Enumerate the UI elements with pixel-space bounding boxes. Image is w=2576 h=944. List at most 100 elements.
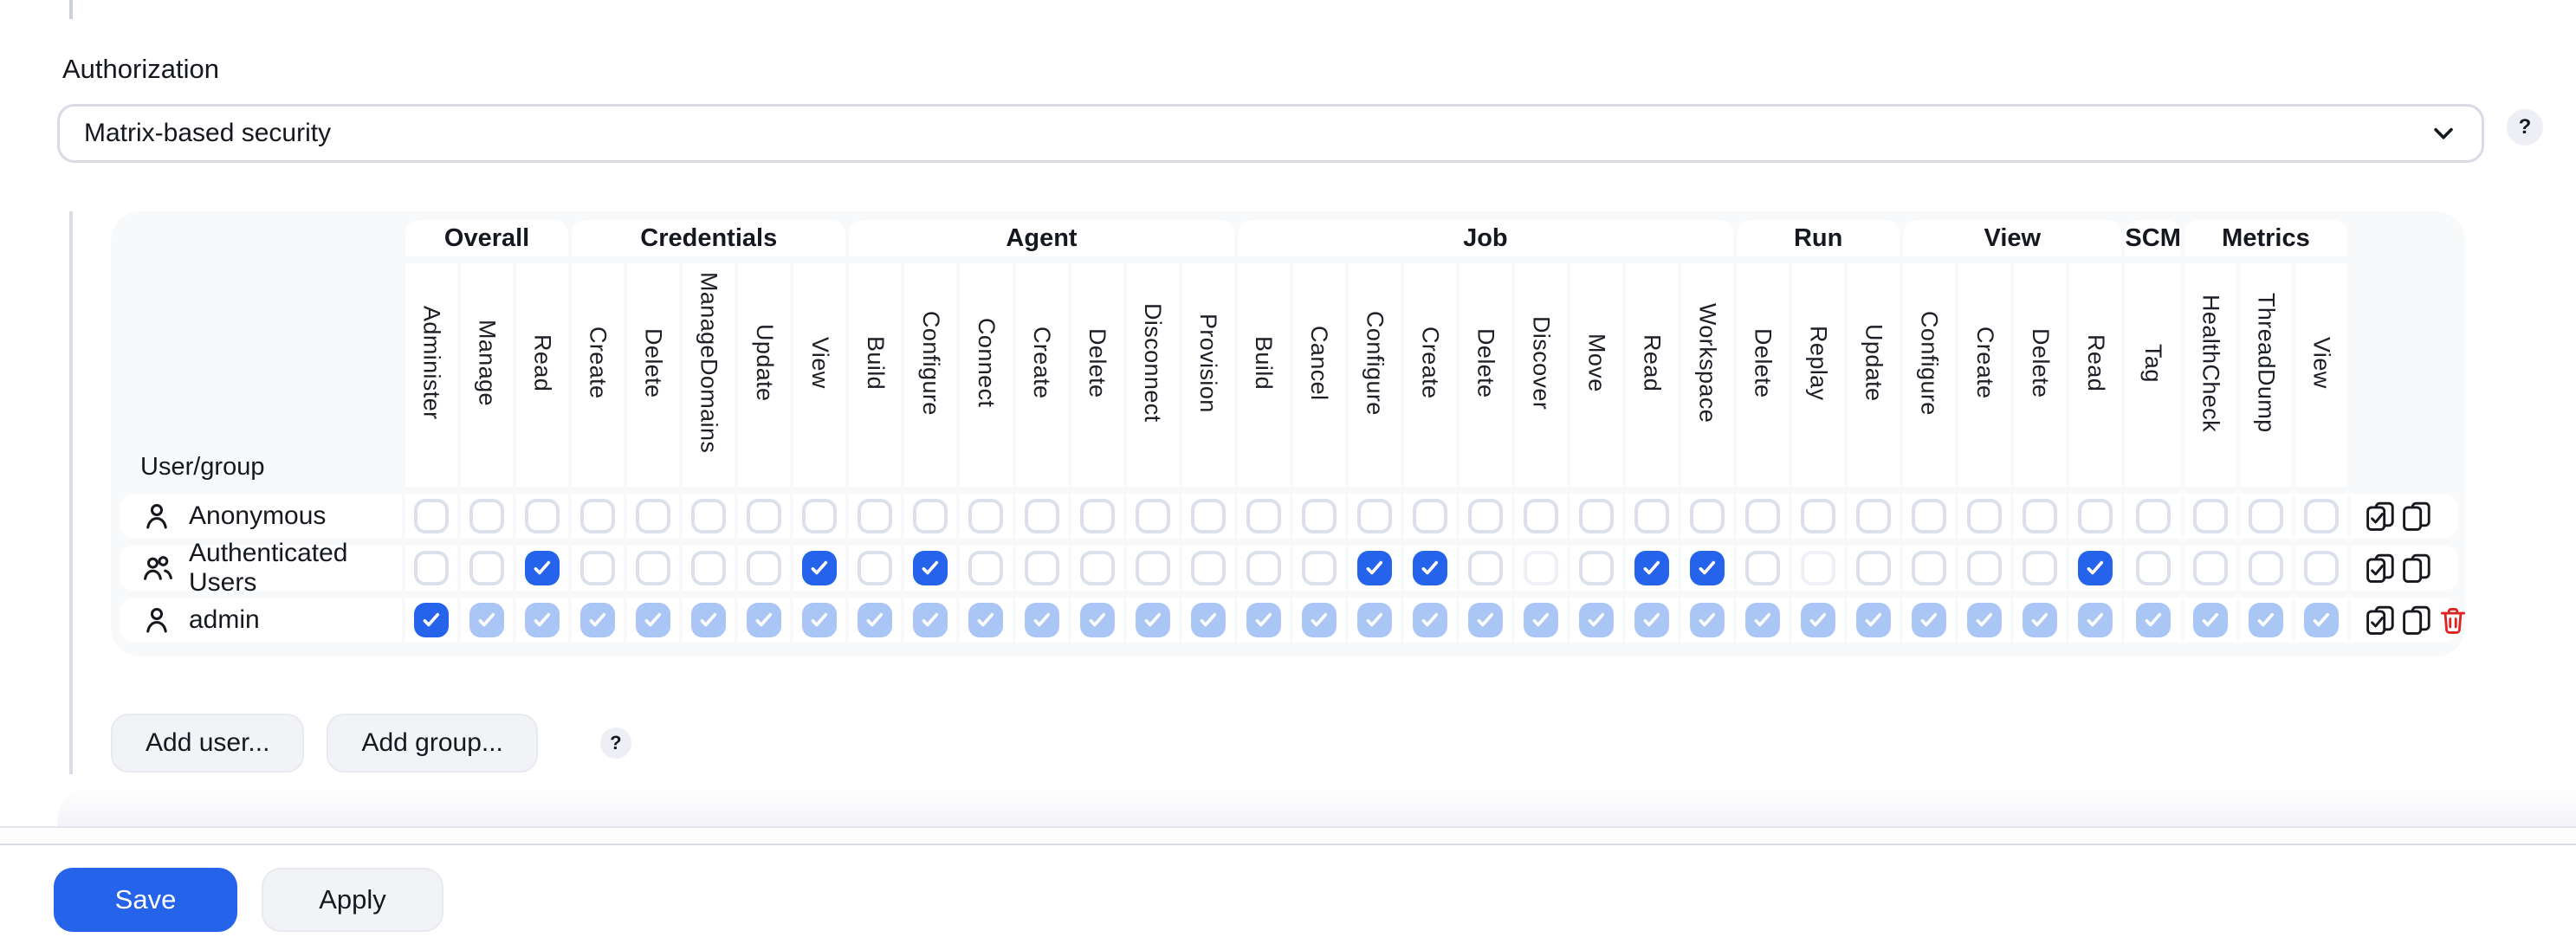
permission-checkbox-cell[interactable] bbox=[2069, 598, 2122, 643]
permission-checkbox-cell[interactable] bbox=[2069, 494, 2122, 539]
permission-checkbox[interactable] bbox=[1967, 551, 2003, 585]
permission-checkbox-cell[interactable] bbox=[461, 494, 514, 539]
permission-checkbox-cell[interactable] bbox=[1348, 494, 1401, 539]
permission-checkbox[interactable] bbox=[1079, 603, 1115, 637]
permission-checkbox[interactable] bbox=[1024, 603, 1059, 637]
permission-checkbox[interactable] bbox=[1912, 499, 1947, 533]
permission-checkbox-cell[interactable] bbox=[1848, 494, 1900, 539]
permission-checkbox-cell[interactable] bbox=[516, 598, 569, 643]
permission-checkbox-cell[interactable] bbox=[2125, 546, 2181, 591]
permission-checkbox[interactable] bbox=[913, 551, 948, 585]
permission-checkbox-cell[interactable] bbox=[627, 494, 680, 539]
permission-checkbox[interactable] bbox=[1578, 603, 1614, 637]
permission-checkbox[interactable] bbox=[1801, 603, 1836, 637]
permission-checkbox-cell[interactable] bbox=[1237, 598, 1290, 643]
permission-checkbox[interactable] bbox=[1135, 499, 1170, 533]
permission-checkbox[interactable] bbox=[2192, 603, 2228, 637]
permission-checkbox[interactable] bbox=[1412, 603, 1447, 637]
permission-checkbox-cell[interactable] bbox=[2125, 494, 2181, 539]
matrix-help-button[interactable]: ? bbox=[599, 727, 631, 759]
permission-checkbox[interactable] bbox=[525, 551, 560, 585]
permission-checkbox[interactable] bbox=[1301, 603, 1337, 637]
apply-button[interactable]: Apply bbox=[262, 868, 443, 932]
permission-checkbox-cell[interactable] bbox=[572, 546, 625, 591]
permission-checkbox-cell[interactable] bbox=[572, 494, 625, 539]
permission-checkbox[interactable] bbox=[1356, 499, 1392, 533]
permission-checkbox[interactable] bbox=[1967, 603, 2003, 637]
permission-checkbox[interactable] bbox=[1190, 551, 1226, 585]
permission-checkbox[interactable] bbox=[1523, 603, 1558, 637]
permission-checkbox-cell[interactable] bbox=[1126, 598, 1179, 643]
permission-checkbox-cell[interactable] bbox=[1126, 546, 1179, 591]
permission-checkbox-cell[interactable] bbox=[1737, 546, 1790, 591]
permission-checkbox-cell[interactable] bbox=[1181, 546, 1234, 591]
permission-checkbox-cell[interactable] bbox=[1903, 494, 1956, 539]
permission-checkbox-cell[interactable] bbox=[793, 494, 846, 539]
permission-checkbox-cell[interactable] bbox=[960, 494, 1013, 539]
permission-checkbox-cell[interactable] bbox=[683, 494, 735, 539]
permission-checkbox[interactable] bbox=[525, 603, 560, 637]
permission-checkbox-cell[interactable] bbox=[2184, 494, 2236, 539]
permission-checkbox-cell[interactable] bbox=[738, 598, 791, 643]
permission-checkbox[interactable] bbox=[2192, 551, 2228, 585]
permission-checkbox-cell[interactable] bbox=[683, 598, 735, 643]
permission-checkbox[interactable] bbox=[1523, 551, 1558, 585]
permission-checkbox-cell[interactable] bbox=[738, 494, 791, 539]
permission-checkbox-cell[interactable] bbox=[1292, 598, 1345, 643]
permission-checkbox-cell[interactable] bbox=[627, 546, 680, 591]
permission-checkbox-cell[interactable] bbox=[2294, 598, 2347, 643]
permission-checkbox[interactable] bbox=[1912, 551, 1947, 585]
copy-row-button[interactable] bbox=[2401, 501, 2432, 532]
permission-checkbox[interactable] bbox=[968, 603, 1004, 637]
permission-checkbox[interactable] bbox=[2023, 603, 2058, 637]
permission-checkbox[interactable] bbox=[802, 551, 838, 585]
permission-checkbox[interactable] bbox=[1856, 551, 1892, 585]
permission-checkbox-cell[interactable] bbox=[2184, 598, 2236, 643]
permission-checkbox-cell[interactable] bbox=[1237, 546, 1290, 591]
permission-checkbox-cell[interactable] bbox=[2184, 546, 2236, 591]
permission-checkbox[interactable] bbox=[2023, 499, 2058, 533]
permission-checkbox-cell[interactable] bbox=[904, 546, 957, 591]
permission-checkbox-cell[interactable] bbox=[2294, 494, 2347, 539]
permission-checkbox-cell[interactable] bbox=[1459, 494, 1511, 539]
permission-checkbox[interactable] bbox=[2078, 603, 2113, 637]
permission-checkbox[interactable] bbox=[1301, 499, 1337, 533]
copy-row-button[interactable] bbox=[2401, 605, 2432, 636]
permission-checkbox[interactable] bbox=[1745, 603, 1781, 637]
permission-checkbox-cell[interactable] bbox=[405, 598, 458, 643]
permission-checkbox[interactable] bbox=[2078, 551, 2113, 585]
permission-checkbox[interactable] bbox=[1634, 499, 1670, 533]
permission-checkbox-cell[interactable] bbox=[2069, 546, 2122, 591]
permission-checkbox-cell[interactable] bbox=[1126, 494, 1179, 539]
permission-checkbox-cell[interactable] bbox=[1015, 494, 1068, 539]
permission-checkbox[interactable] bbox=[2135, 499, 2171, 533]
permission-checkbox-cell[interactable] bbox=[1292, 546, 1345, 591]
permission-checkbox-cell[interactable] bbox=[1903, 546, 1956, 591]
permission-checkbox[interactable] bbox=[1856, 603, 1892, 637]
permission-checkbox[interactable] bbox=[2248, 499, 2283, 533]
permission-checkbox-cell[interactable] bbox=[1958, 494, 2011, 539]
permission-checkbox-cell[interactable] bbox=[1292, 494, 1345, 539]
permission-checkbox-cell[interactable] bbox=[2014, 598, 2067, 643]
permission-checkbox[interactable] bbox=[636, 603, 671, 637]
delete-row-button[interactable] bbox=[2437, 605, 2469, 636]
permission-checkbox[interactable] bbox=[1356, 551, 1392, 585]
authorization-strategy-dropdown[interactable]: Matrix-based security bbox=[57, 104, 2484, 163]
permission-checkbox-cell[interactable] bbox=[1403, 546, 1456, 591]
permission-checkbox-cell[interactable] bbox=[793, 546, 846, 591]
permission-checkbox-cell[interactable] bbox=[627, 598, 680, 643]
permission-checkbox-cell[interactable] bbox=[1626, 494, 1679, 539]
permission-checkbox[interactable] bbox=[2078, 499, 2113, 533]
permission-checkbox[interactable] bbox=[1467, 499, 1503, 533]
permission-checkbox-cell[interactable] bbox=[1348, 546, 1401, 591]
permission-checkbox[interactable] bbox=[2135, 551, 2171, 585]
permission-checkbox[interactable] bbox=[858, 551, 893, 585]
permission-checkbox[interactable] bbox=[913, 499, 948, 533]
permission-checkbox[interactable] bbox=[2303, 603, 2339, 637]
permission-checkbox[interactable] bbox=[414, 603, 450, 637]
permission-checkbox[interactable] bbox=[2248, 551, 2283, 585]
permission-checkbox-cell[interactable] bbox=[2294, 546, 2347, 591]
permission-checkbox[interactable] bbox=[1135, 551, 1170, 585]
permission-checkbox-cell[interactable] bbox=[904, 494, 957, 539]
permission-checkbox[interactable] bbox=[525, 499, 560, 533]
